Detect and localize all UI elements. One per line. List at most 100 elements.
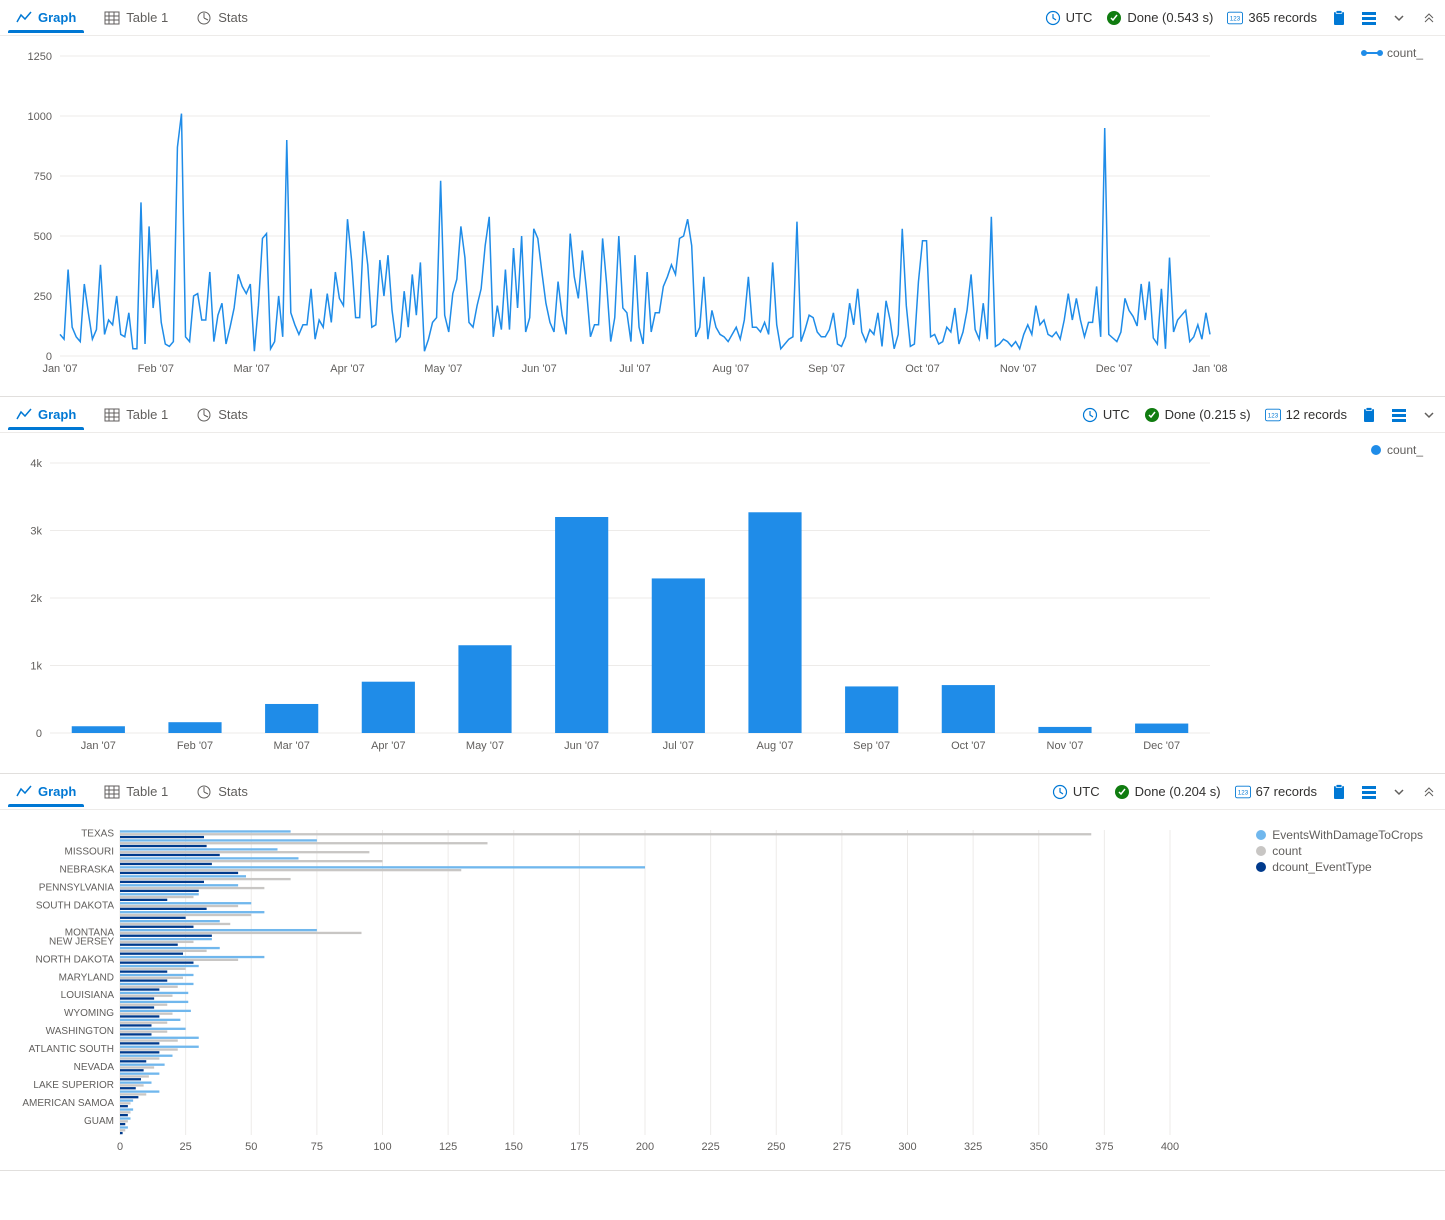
legend-label: count_ bbox=[1387, 46, 1423, 60]
chart-line-icon bbox=[16, 10, 32, 26]
tab-graph[interactable]: Graph bbox=[8, 778, 84, 806]
tab-stats[interactable]: Stats bbox=[188, 778, 256, 806]
legend-label: count bbox=[1272, 844, 1301, 858]
chevron-down-icon[interactable] bbox=[1391, 784, 1407, 800]
svg-text:0: 0 bbox=[36, 728, 42, 740]
svg-text:Oct '07: Oct '07 bbox=[951, 740, 986, 752]
chart2-legend: count_ bbox=[1371, 443, 1423, 459]
legend-item[interactable]: count_ bbox=[1371, 443, 1423, 457]
toolbar: Graph Table 1 Stats UTC Done (0.204 s) 1… bbox=[0, 774, 1445, 810]
tab-table[interactable]: Table 1 bbox=[96, 4, 176, 32]
svg-text:NEW JERSEY: NEW JERSEY bbox=[49, 936, 114, 947]
chart1-legend: .legend-line::before,.legend-line::after… bbox=[1363, 46, 1423, 62]
svg-text:Aug '07: Aug '07 bbox=[757, 740, 794, 752]
chart1-area: .legend-line::before,.legend-line::after… bbox=[0, 36, 1445, 396]
status-tz[interactable]: UTC bbox=[1045, 10, 1093, 26]
tab-graph[interactable]: Graph bbox=[8, 4, 84, 32]
svg-text:WYOMING: WYOMING bbox=[64, 1008, 114, 1019]
status-bar: UTC Done (0.204 s) 123 67 records bbox=[1052, 784, 1437, 800]
svg-text:WASHINGTON: WASHINGTON bbox=[46, 1026, 114, 1037]
tab-graph[interactable]: Graph bbox=[8, 401, 84, 429]
svg-text:MARYLAND: MARYLAND bbox=[59, 972, 114, 983]
legend-marker-icon bbox=[1256, 846, 1266, 856]
svg-text:123: 123 bbox=[1237, 789, 1248, 796]
status-done-text: Done (0.215 s) bbox=[1165, 407, 1251, 422]
toolbar: Graph Table 1 Stats UTC Done (0.543 s) 1… bbox=[0, 0, 1445, 36]
legend-marker-icon bbox=[1256, 862, 1266, 872]
status-done: Done (0.543 s) bbox=[1106, 10, 1213, 26]
svg-text:PENNSYLVANIA: PENNSYLVANIA bbox=[39, 883, 115, 894]
clipboard-icon[interactable] bbox=[1361, 407, 1377, 423]
clipboard-icon[interactable] bbox=[1331, 784, 1347, 800]
svg-text:1250: 1250 bbox=[28, 51, 52, 63]
status-records-text: 67 records bbox=[1256, 784, 1317, 799]
check-circle-icon bbox=[1144, 407, 1160, 423]
svg-text:May '07: May '07 bbox=[424, 363, 462, 375]
svg-text:Oct '07: Oct '07 bbox=[905, 363, 940, 375]
legend-item[interactable]: dcount_EventType bbox=[1256, 860, 1423, 874]
svg-text:Jan '07: Jan '07 bbox=[81, 740, 116, 752]
chevron-down-icon[interactable] bbox=[1421, 407, 1437, 423]
status-tz-text: UTC bbox=[1073, 784, 1100, 799]
clipboard-icon[interactable] bbox=[1331, 10, 1347, 26]
records-icon: 123 bbox=[1235, 784, 1251, 800]
svg-text:300: 300 bbox=[898, 1141, 916, 1153]
svg-text:NEVADA: NEVADA bbox=[74, 1062, 115, 1073]
status-done: Done (0.215 s) bbox=[1144, 407, 1251, 423]
svg-text:May '07: May '07 bbox=[466, 740, 504, 752]
legend-marker-icon: .legend-line::before,.legend-line::after… bbox=[1363, 52, 1381, 54]
svg-text:175: 175 bbox=[570, 1141, 588, 1153]
svg-text:100: 100 bbox=[373, 1141, 391, 1153]
status-done: Done (0.204 s) bbox=[1114, 784, 1221, 800]
status-records: 123365 records bbox=[1227, 10, 1317, 26]
svg-text:4k: 4k bbox=[30, 458, 42, 470]
svg-text:0: 0 bbox=[46, 351, 52, 363]
status-records: 123 67 records bbox=[1235, 784, 1317, 800]
legend-item[interactable]: count bbox=[1256, 844, 1423, 858]
chevron-down-icon[interactable] bbox=[1391, 10, 1407, 26]
status-tz[interactable]: UTC bbox=[1082, 407, 1130, 423]
svg-text:75: 75 bbox=[311, 1141, 323, 1153]
svg-text:Mar '07: Mar '07 bbox=[273, 740, 309, 752]
svg-text:275: 275 bbox=[833, 1141, 851, 1153]
toolbar: Graph Table 1 Stats UTC Done (0.215 s) 1… bbox=[0, 397, 1445, 433]
view-options-icon[interactable] bbox=[1361, 784, 1377, 800]
panel-hbar-chart: Graph Table 1 Stats UTC Done (0.204 s) 1… bbox=[0, 774, 1445, 1171]
svg-text:Jun '07: Jun '07 bbox=[522, 363, 557, 375]
svg-text:123: 123 bbox=[1267, 412, 1278, 419]
panel-line-chart: Graph Table 1 Stats UTC Done (0.543 s) 1… bbox=[0, 0, 1445, 397]
status-tz-text: UTC bbox=[1066, 10, 1093, 25]
stats-icon bbox=[196, 784, 212, 800]
status-tz[interactable]: UTC bbox=[1052, 784, 1100, 800]
svg-text:LOUISIANA: LOUISIANA bbox=[61, 990, 115, 1001]
tab-graph-label: Graph bbox=[38, 784, 76, 799]
tab-table[interactable]: Table 1 bbox=[96, 778, 176, 806]
collapse-icon[interactable] bbox=[1421, 10, 1437, 26]
hbar-chart: 0255075100125150175200225250275300325350… bbox=[10, 820, 1410, 1160]
chart3-legend: EventsWithDamageToCrops count dcount_Eve… bbox=[1256, 828, 1423, 876]
bar-chart: 01k2k3k4kJan '07Feb '07Mar '07Apr '07May… bbox=[10, 443, 1410, 763]
tab-stats[interactable]: Stats bbox=[188, 401, 256, 429]
svg-text:Jul '07: Jul '07 bbox=[663, 740, 694, 752]
svg-text:Sep '07: Sep '07 bbox=[853, 740, 890, 752]
view-options-icon[interactable] bbox=[1361, 10, 1377, 26]
status-records-text: 12 records bbox=[1286, 407, 1347, 422]
status-done-text: Done (0.543 s) bbox=[1127, 10, 1213, 25]
tab-stats-label: Stats bbox=[218, 10, 248, 25]
view-options-icon[interactable] bbox=[1391, 407, 1407, 423]
tab-stats[interactable]: Stats bbox=[188, 4, 256, 32]
records-icon: 123 bbox=[1265, 407, 1281, 423]
svg-text:Apr '07: Apr '07 bbox=[371, 740, 406, 752]
tab-stats-label: Stats bbox=[218, 407, 248, 422]
svg-text:LAKE SUPERIOR: LAKE SUPERIOR bbox=[33, 1080, 114, 1091]
chart3-area: EventsWithDamageToCrops count dcount_Eve… bbox=[0, 810, 1445, 1170]
collapse-icon[interactable] bbox=[1421, 784, 1437, 800]
legend-item[interactable]: .legend-line::before,.legend-line::after… bbox=[1363, 46, 1423, 60]
check-circle-icon bbox=[1114, 784, 1130, 800]
svg-text:225: 225 bbox=[701, 1141, 719, 1153]
table-icon bbox=[104, 10, 120, 26]
legend-item[interactable]: EventsWithDamageToCrops bbox=[1256, 828, 1423, 842]
tab-table[interactable]: Table 1 bbox=[96, 401, 176, 429]
svg-text:SOUTH DAKOTA: SOUTH DAKOTA bbox=[36, 900, 114, 911]
result-tabs: Graph Table 1 Stats bbox=[8, 401, 256, 429]
